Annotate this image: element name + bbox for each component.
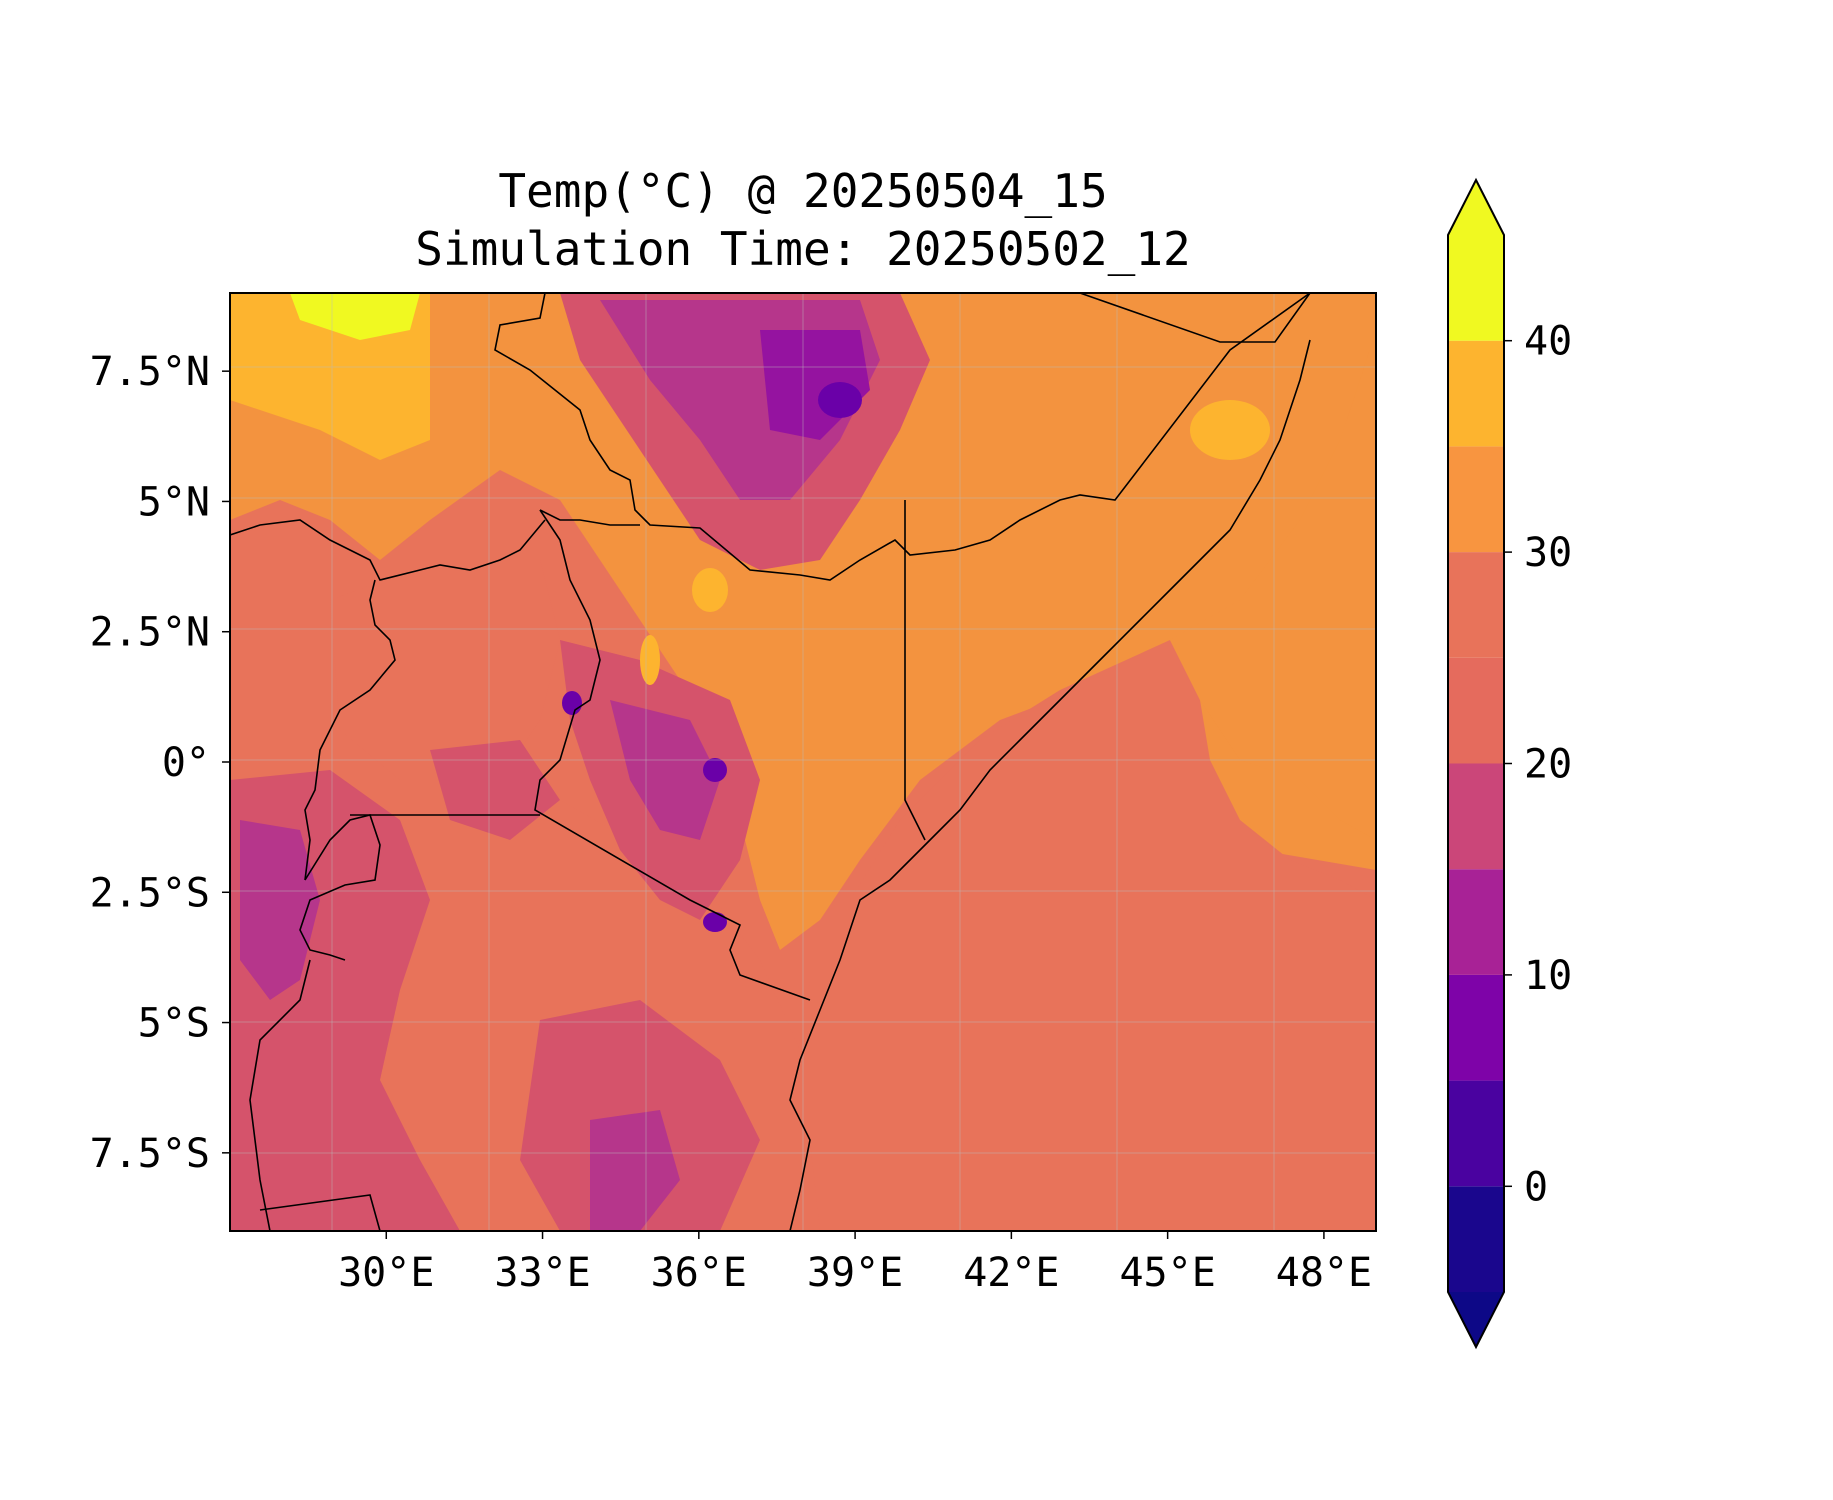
ilemi-border bbox=[539, 509, 640, 526]
colorbar-over-extension bbox=[1448, 180, 1504, 235]
title-line-simulation-time: Simulation Time: 20250502_12 bbox=[415, 222, 1191, 276]
rwanda-burundi-border bbox=[299, 814, 381, 961]
colorbar-segment bbox=[1448, 1186, 1504, 1292]
kenya-highlands-cool bbox=[610, 700, 720, 840]
turkana-hot-spot bbox=[692, 568, 728, 612]
x-tick-label: 33°E bbox=[494, 1250, 590, 1296]
colorbar-segment bbox=[1448, 552, 1504, 658]
rift-hot-spot bbox=[640, 635, 660, 685]
uganda-drc-border bbox=[304, 579, 396, 881]
y-tick-label: 5°N bbox=[138, 479, 210, 525]
mount-kenya-cold-spot bbox=[703, 758, 727, 782]
colorbar-tick-label: 0 bbox=[1524, 1164, 1548, 1210]
colorbar-segment bbox=[1448, 1080, 1504, 1187]
colorbar-segment bbox=[1448, 763, 1504, 870]
y-tick-label: 7.5°S bbox=[90, 1131, 210, 1177]
colorbar-tick-label: 40 bbox=[1524, 319, 1572, 365]
y-tick-label: 2.5°N bbox=[90, 610, 210, 656]
western-rift-cool bbox=[240, 820, 320, 1000]
coastline bbox=[789, 339, 1311, 1231]
colorbar-tick-label: 20 bbox=[1524, 742, 1572, 788]
x-tick-label: 36°E bbox=[651, 1250, 747, 1296]
colorbar: 0 10 20 30 40 bbox=[1447, 177, 1572, 1350]
somalia-hot-spot bbox=[1190, 400, 1270, 460]
colorbar-tick-label: 10 bbox=[1524, 953, 1572, 999]
x-tick-label: 30°E bbox=[338, 1250, 434, 1296]
x-tick-label: 42°E bbox=[963, 1250, 1059, 1296]
x-tick-label: 48°E bbox=[1276, 1250, 1372, 1296]
colorbar-segment bbox=[1448, 869, 1504, 975]
elgon-cold-spot bbox=[562, 691, 582, 715]
y-tick-label: 2.5°S bbox=[90, 870, 210, 916]
kenya-uganda-tanzania-border bbox=[534, 509, 811, 1001]
south-sudan-southern-border bbox=[230, 519, 546, 581]
kilimanjaro-cold-spot bbox=[703, 912, 727, 932]
colorbar-segment bbox=[1448, 657, 1504, 764]
colorbar-segment bbox=[1448, 340, 1504, 447]
plot-title: Temp(°C) @ 20250504_15 Simulation Time: … bbox=[230, 162, 1376, 278]
ethiopia-border bbox=[494, 293, 1311, 581]
colorbar-tick-label: 30 bbox=[1524, 530, 1572, 576]
zambia-border bbox=[259, 1194, 381, 1231]
y-tick-label: 0° bbox=[162, 740, 210, 786]
ethiopian-coldest-spot bbox=[818, 382, 862, 418]
sudan-hottest-zone bbox=[290, 293, 420, 340]
title-line-valid-time: Temp(°C) @ 20250504_15 bbox=[498, 164, 1108, 218]
lake-tanganyika-shore bbox=[249, 959, 311, 1231]
indian-ocean-field bbox=[780, 640, 1376, 1231]
colorbar-outline bbox=[1447, 177, 1505, 1350]
country-borders bbox=[230, 293, 1311, 1231]
colorbar-segment bbox=[1448, 446, 1504, 553]
uganda-field bbox=[330, 560, 560, 780]
somaliland-border bbox=[1079, 293, 1311, 343]
colorbar-segment bbox=[1448, 235, 1504, 341]
warm-lowland-field bbox=[230, 293, 1376, 950]
y-tick-label: 5°S bbox=[138, 1001, 210, 1047]
colorbar-under-extension bbox=[1448, 1292, 1504, 1347]
y-tick-label: 7.5°N bbox=[90, 349, 210, 395]
x-axis: 30°E 33°E 36°E 39°E 42°E 45°E 48°E bbox=[338, 1231, 1372, 1296]
gridlines bbox=[230, 293, 1376, 1231]
southern-highlands-cool bbox=[590, 1110, 680, 1231]
x-tick-label: 45°E bbox=[1119, 1250, 1215, 1296]
colorbar-segment bbox=[1448, 974, 1504, 1081]
kenya-somalia-border bbox=[904, 500, 926, 841]
map-panel bbox=[229, 292, 1377, 1232]
y-axis: 7.5°N 5°N 2.5°N 0° 2.5°S 5°S 7.5°S bbox=[90, 349, 230, 1177]
somalia-interior-warm bbox=[1170, 330, 1376, 840]
x-tick-label: 39°E bbox=[807, 1250, 903, 1296]
